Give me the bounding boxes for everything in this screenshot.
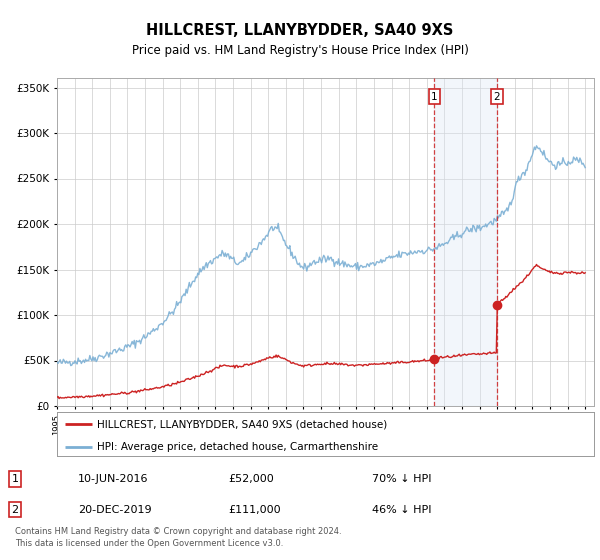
Text: 1: 1 (11, 474, 19, 484)
Text: 1: 1 (431, 92, 438, 101)
Text: Contains HM Land Registry data © Crown copyright and database right 2024.
This d: Contains HM Land Registry data © Crown c… (15, 527, 341, 548)
Text: £111,000: £111,000 (228, 505, 281, 515)
Text: £52,000: £52,000 (228, 474, 274, 484)
Text: HILLCREST, LLANYBYDDER, SA40 9XS (detached house): HILLCREST, LLANYBYDDER, SA40 9XS (detach… (97, 419, 388, 429)
Bar (434, 78, 497, 406)
Text: 46% ↓ HPI: 46% ↓ HPI (372, 505, 431, 515)
Text: 2: 2 (11, 505, 19, 515)
Text: 10-JUN-2016: 10-JUN-2016 (78, 474, 149, 484)
Text: 2: 2 (493, 92, 500, 101)
Text: 20-DEC-2019: 20-DEC-2019 (78, 505, 152, 515)
Text: Price paid vs. HM Land Registry's House Price Index (HPI): Price paid vs. HM Land Registry's House … (131, 44, 469, 57)
Text: 70% ↓ HPI: 70% ↓ HPI (372, 474, 431, 484)
Text: HILLCREST, LLANYBYDDER, SA40 9XS: HILLCREST, LLANYBYDDER, SA40 9XS (146, 24, 454, 38)
Text: HPI: Average price, detached house, Carmarthenshire: HPI: Average price, detached house, Carm… (97, 441, 379, 451)
